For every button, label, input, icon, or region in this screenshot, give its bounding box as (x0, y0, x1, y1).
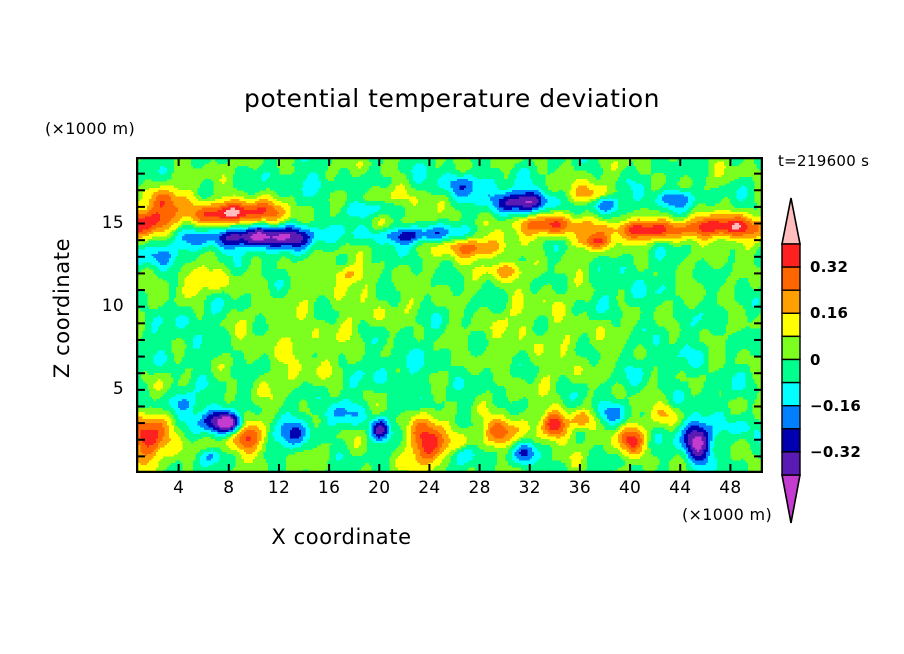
colorbar-tick-label: 0.32 (810, 258, 849, 277)
x-tick-label: 20 (368, 478, 391, 498)
x-tick-label: 40 (618, 478, 642, 498)
y-axis-unit-label: (×1000 m) (45, 119, 135, 138)
x-tick-label: 4 (173, 478, 185, 498)
chart-title: potential temperature deviation (244, 84, 660, 113)
x-tick-label: 36 (568, 478, 592, 498)
x-tick-label: 12 (267, 478, 291, 498)
x-tick-label: 16 (317, 478, 341, 498)
colorbar-tick-label: 0.16 (810, 304, 849, 323)
x-tick-label: 32 (518, 478, 541, 498)
x-tick-label: 8 (223, 478, 235, 498)
y-tick-label: 15 (101, 212, 124, 233)
y-tick-label: 5 (112, 378, 124, 399)
x-tick-label: 28 (468, 478, 491, 498)
contour-plot (136, 157, 763, 473)
y-tick-label: 10 (101, 295, 124, 316)
x-tick-label: 24 (418, 478, 441, 498)
x-axis-unit-label: (×1000 m) (682, 505, 772, 524)
timestamp-label: t=219600 s (778, 152, 870, 170)
colorbar-tick-label: −0.16 (810, 396, 862, 415)
y-axis-title: Z coordinate (50, 237, 74, 379)
x-tick-label: 44 (669, 478, 692, 498)
colorbar-tick-label: 0 (810, 350, 821, 369)
colorbar (781, 197, 801, 524)
x-tick-label: 48 (719, 478, 742, 498)
colorbar-tick-label: −0.32 (810, 442, 862, 461)
x-axis-title: X coordinate (271, 525, 412, 549)
